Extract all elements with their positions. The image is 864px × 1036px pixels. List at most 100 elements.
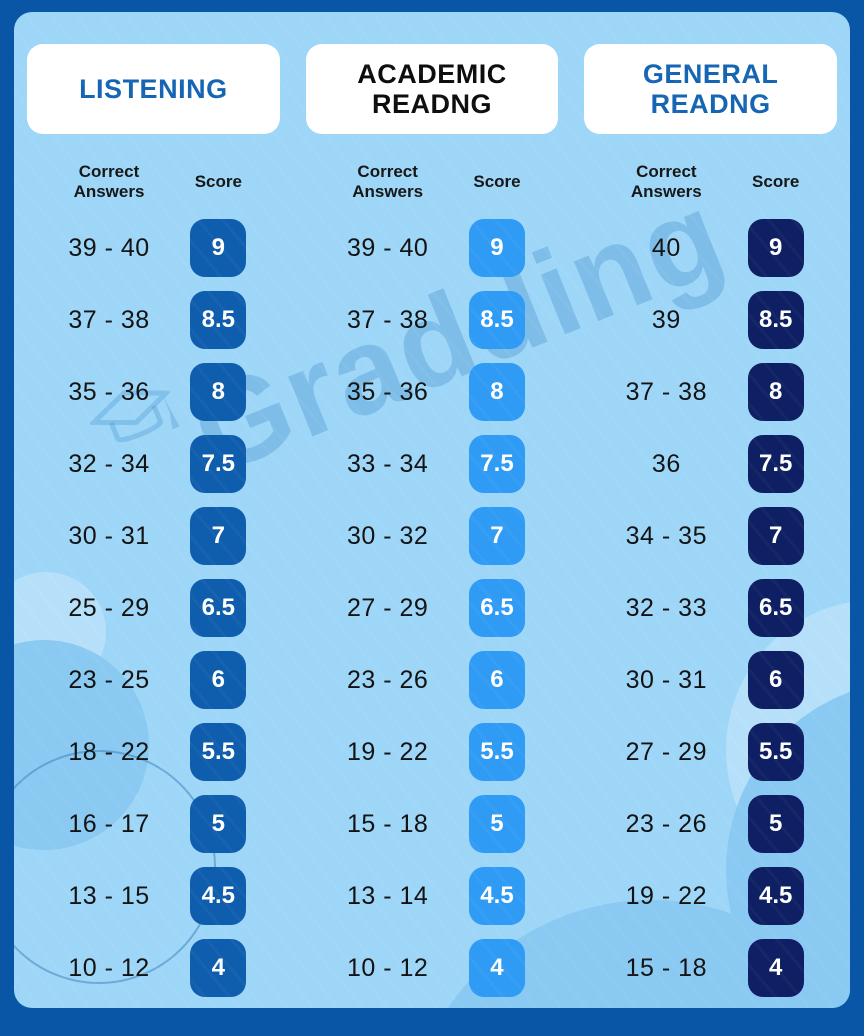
correct-answers-range: 10 - 12 — [346, 953, 429, 982]
general-reading-title: GENERAL READNG — [642, 58, 779, 119]
score-badge: 4.5 — [468, 867, 525, 925]
listening-subheader: Correct Answers Score — [14, 156, 293, 208]
score-badge-wrap: 5.5 — [463, 723, 532, 781]
score-badge: 7 — [190, 507, 247, 565]
score-badge-wrap: 6 — [741, 651, 810, 709]
score-row: 37 - 38 8 — [571, 356, 850, 428]
score-table-panel: Gradding LISTENING Correct Answers Score… — [14, 12, 850, 1008]
score-badge-wrap: 7.5 — [184, 435, 253, 493]
correct-answers-range: 32 - 33 — [625, 593, 707, 622]
score-row: 18 - 22 5.5 — [14, 716, 293, 788]
score-row: 16 - 17 5 — [14, 788, 293, 860]
score-badge-wrap: 5.5 — [184, 723, 253, 781]
correct-answers-range: 33 - 34 — [346, 449, 429, 478]
score-badge: 4 — [747, 939, 804, 997]
score-badge-wrap: 7 — [184, 507, 253, 565]
score-badge: 8 — [468, 363, 525, 421]
score-label: Score — [752, 172, 800, 191]
score-badge-wrap: 6.5 — [463, 579, 532, 637]
score-badge-wrap: 5.5 — [741, 723, 810, 781]
score-row: 39 8.5 — [571, 284, 850, 356]
score-row: 13 - 15 4.5 — [14, 860, 293, 932]
score-row: 34 - 35 7 — [571, 500, 850, 572]
score-badge: 8.5 — [190, 291, 247, 349]
correct-answers-range: 19 - 22 — [625, 881, 707, 910]
score-row: 15 - 18 5 — [293, 788, 572, 860]
correct-answers-range: 34 - 35 — [625, 521, 707, 550]
score-badge: 7.5 — [468, 435, 525, 493]
score-badge-wrap: 4 — [463, 939, 532, 997]
correct-answers-range: 27 - 29 — [625, 737, 707, 766]
listening-title: LISTENING — [79, 73, 228, 104]
score-badge: 6.5 — [747, 579, 804, 637]
score-badge: 5 — [190, 795, 247, 853]
score-badge: 7.5 — [747, 435, 804, 493]
listening-title-card: LISTENING — [27, 44, 280, 134]
score-badge: 4 — [468, 939, 525, 997]
correct-answers-range: 35 - 36 — [68, 377, 150, 406]
score-badge-wrap: 6 — [184, 651, 253, 709]
score-badge-wrap: 4 — [741, 939, 810, 997]
correct-answers-range: 37 - 38 — [346, 305, 429, 334]
score-row: 33 - 34 7.5 — [293, 428, 572, 500]
score-badge: 5.5 — [468, 723, 525, 781]
general-rows: 40 9 39 8.5 37 - 38 8 36 7.5 34 - 35 7 3… — [571, 212, 850, 1004]
score-badge-wrap: 8.5 — [741, 291, 810, 349]
score-badge-wrap: 9 — [741, 219, 810, 277]
correct-answers-range: 30 - 32 — [346, 521, 429, 550]
score-badge: 7 — [468, 507, 525, 565]
score-badge: 5 — [468, 795, 525, 853]
correct-answers-range: 13 - 14 — [346, 881, 429, 910]
correct-answers-range: 35 - 36 — [346, 377, 429, 406]
score-label: Score — [473, 172, 521, 191]
score-badge-wrap: 8 — [741, 363, 810, 421]
listening-rows: 39 - 40 9 37 - 38 8.5 35 - 36 8 32 - 34 … — [14, 212, 293, 1004]
correct-answers-range: 36 — [651, 449, 681, 478]
score-row: 13 - 14 4.5 — [293, 860, 572, 932]
score-badge: 9 — [190, 219, 247, 277]
correct-answers-label: Correct Answers — [352, 161, 424, 201]
score-badge-wrap: 6 — [463, 651, 532, 709]
score-row: 27 - 29 5.5 — [571, 716, 850, 788]
score-row: 32 - 33 6.5 — [571, 572, 850, 644]
score-badge-wrap: 7 — [741, 507, 810, 565]
academic-reading-title-card: ACADEMIC READNG — [305, 44, 559, 134]
score-badge-wrap: 6.5 — [741, 579, 810, 637]
score-badge: 8.5 — [747, 291, 804, 349]
correct-answers-range: 30 - 31 — [68, 521, 150, 550]
score-badge: 6 — [468, 651, 525, 709]
correct-answers-label: Correct Answers — [630, 161, 702, 201]
score-badge: 4.5 — [747, 867, 804, 925]
score-badge: 5 — [747, 795, 804, 853]
score-badge: 8 — [747, 363, 804, 421]
score-badge: 7 — [747, 507, 804, 565]
three-column-grid: LISTENING Correct Answers Score 39 - 40 … — [14, 12, 850, 1008]
score-badge: 4 — [190, 939, 247, 997]
column-general-reading: GENERAL READNG Correct Answers Score 40 … — [571, 44, 850, 1008]
score-badge: 5.5 — [747, 723, 804, 781]
score-row: 25 - 29 6.5 — [14, 572, 293, 644]
score-row: 30 - 31 7 — [14, 500, 293, 572]
score-label: Score — [194, 172, 242, 191]
score-row: 19 - 22 4.5 — [571, 860, 850, 932]
correct-answers-range: 23 - 26 — [625, 809, 707, 838]
score-badge-wrap: 7.5 — [463, 435, 532, 493]
score-row: 10 - 12 4 — [293, 932, 572, 1004]
score-badge: 8 — [190, 363, 247, 421]
score-row: 40 9 — [571, 212, 850, 284]
score-row: 36 7.5 — [571, 428, 850, 500]
score-row: 35 - 36 8 — [293, 356, 572, 428]
correct-answers-range: 40 — [651, 233, 681, 262]
correct-answers-range: 39 - 40 — [68, 233, 150, 262]
score-row: 15 - 18 4 — [571, 932, 850, 1004]
score-badge: 9 — [747, 219, 804, 277]
correct-answers-range: 23 - 26 — [346, 665, 429, 694]
score-badge: 6 — [190, 651, 247, 709]
score-row: 39 - 40 9 — [293, 212, 572, 284]
score-badge: 5.5 — [190, 723, 247, 781]
correct-answers-range: 10 - 12 — [68, 953, 150, 982]
score-badge-wrap: 4.5 — [463, 867, 532, 925]
score-badge-wrap: 5 — [741, 795, 810, 853]
correct-answers-range: 25 - 29 — [68, 593, 150, 622]
